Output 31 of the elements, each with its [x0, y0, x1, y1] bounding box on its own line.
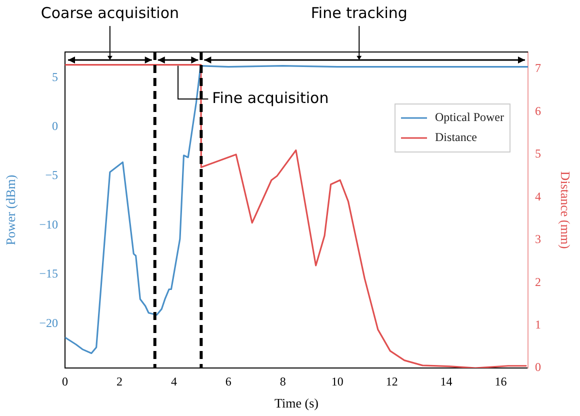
x-tick-label: 4 [170, 374, 177, 388]
x-tick-label: 10 [331, 374, 344, 388]
annotation: Fine tracking [310, 4, 408, 22]
y-tick-label: −20 [39, 316, 58, 330]
y2-tick-label: 2 [535, 274, 541, 289]
y2-axis-title: Distance (mm) [558, 171, 573, 249]
y-tick-label: −5 [45, 168, 58, 182]
y2-tick-label: 0 [535, 360, 541, 374]
x-tick-label: 6 [225, 374, 232, 388]
x-tick-label: 2 [116, 374, 122, 388]
y2-tick-label: 1 [535, 317, 541, 332]
annotation: Fine acquisition [212, 88, 329, 107]
y2-tick-label: 6 [535, 104, 541, 118]
y-tick-label: 5 [52, 70, 58, 84]
x-axis-title: Time (s) [274, 396, 318, 411]
y2-tick-label: 4 [535, 189, 541, 204]
x-tick-label: 0 [62, 374, 68, 388]
y2-tick-label: 7 [535, 61, 541, 76]
x-tick-label: 12 [386, 374, 398, 388]
legend-label: Distance [435, 130, 477, 144]
annotation: Coarse acquisition [40, 4, 180, 22]
y2-tick-label: 5 [535, 146, 541, 161]
x-tick-label: 8 [280, 374, 286, 388]
y-tick-label: 0 [52, 118, 58, 133]
y2-tick-label: 3 [535, 232, 541, 246]
y-tick-label: −10 [39, 217, 58, 232]
y-axis-title: Power (dBm) [3, 174, 18, 246]
legend-label: Optical Power [435, 110, 504, 124]
x-tick-label: 16 [494, 374, 507, 388]
y-tick-label: −15 [39, 266, 58, 281]
x-tick-label: 14 [440, 374, 452, 388]
